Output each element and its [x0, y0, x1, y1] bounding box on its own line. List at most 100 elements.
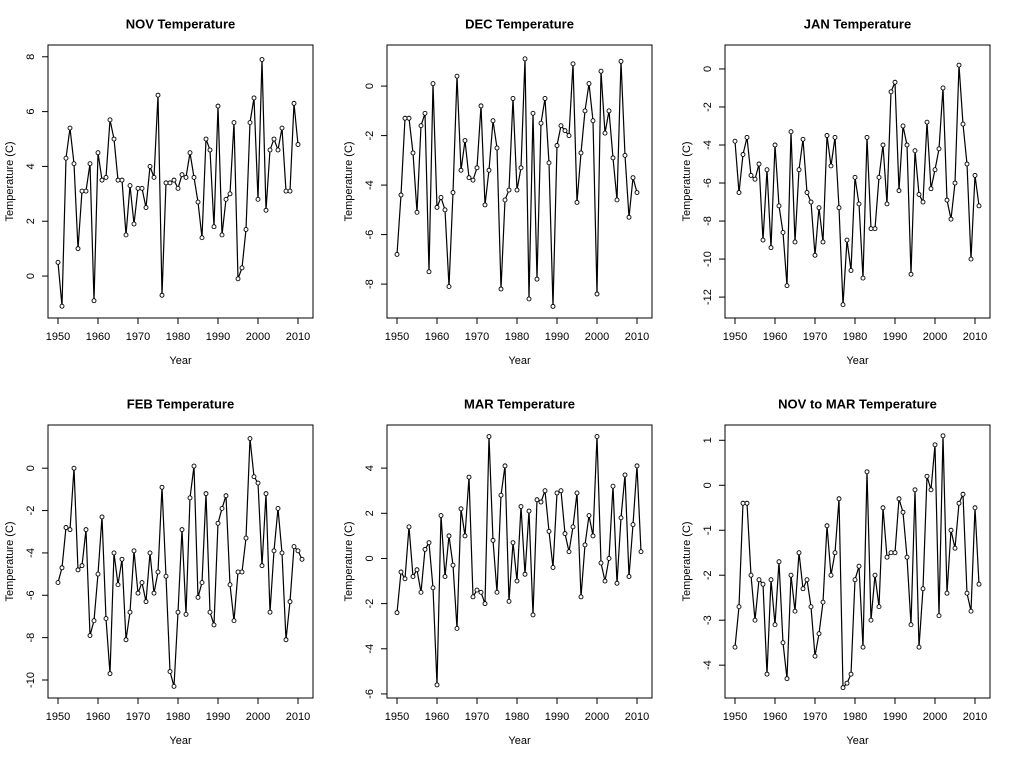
data-point	[466, 474, 472, 480]
data-point	[430, 81, 436, 87]
data-point	[908, 271, 914, 277]
data-point	[554, 490, 560, 496]
data-point	[394, 610, 400, 616]
data-point	[972, 172, 978, 178]
data-point	[115, 177, 121, 183]
data-point	[187, 495, 193, 501]
data-point	[876, 604, 882, 610]
data-point	[255, 480, 261, 486]
data-point	[243, 535, 249, 541]
data-point	[904, 142, 910, 148]
data-point	[514, 187, 520, 193]
data-point	[127, 609, 133, 615]
x-tick-label: 1990	[206, 331, 230, 343]
data-point	[606, 556, 612, 561]
data-point	[892, 79, 898, 85]
data-point	[594, 434, 600, 439]
data-point	[506, 187, 512, 193]
data-point	[155, 569, 161, 575]
panel: FEB Temperature Year Temperature (C) 1950 19…	[4, 396, 314, 747]
data-point	[606, 108, 612, 114]
data-point	[784, 283, 790, 289]
data-point	[618, 515, 624, 521]
data-point	[283, 637, 289, 643]
x-tick-label: 1960	[763, 711, 787, 723]
data-point	[824, 133, 830, 138]
data-point	[840, 685, 846, 691]
data-point	[267, 609, 273, 615]
data-point	[279, 550, 285, 556]
data-point	[928, 487, 934, 493]
data-point	[179, 527, 185, 533]
data-point	[538, 120, 544, 126]
data-point	[744, 500, 750, 506]
data-point	[207, 609, 213, 615]
panel: JAN Temperature Year Temperature (C) 1950 19…	[681, 16, 991, 367]
data-point	[804, 190, 810, 195]
data-point	[119, 177, 125, 183]
data-point	[924, 473, 930, 479]
data-point	[522, 56, 528, 62]
y-tick-label: 1	[702, 437, 714, 443]
data-point	[434, 682, 440, 688]
data-point	[816, 631, 822, 637]
data-point	[562, 531, 568, 537]
data-point	[780, 229, 786, 235]
y-tick-label: -1	[702, 525, 714, 535]
data-point	[956, 62, 962, 68]
data-point	[860, 644, 866, 650]
data-point	[139, 185, 145, 191]
data-point	[518, 504, 524, 509]
data-point	[736, 190, 742, 195]
chart-title: DEC Temperature	[465, 16, 574, 31]
y-axis-label: Temperature (C)	[343, 521, 355, 601]
data-point	[259, 57, 265, 62]
data-point	[936, 146, 942, 152]
plot-box	[47, 44, 314, 319]
data-point	[824, 523, 830, 529]
data-point	[530, 612, 536, 618]
y-axis-label: Temperature (C)	[681, 141, 693, 221]
x-axis-label: Year	[169, 355, 192, 367]
data-point	[800, 136, 806, 142]
chart-title: FEB Temperature	[127, 396, 234, 411]
data-point	[219, 232, 225, 238]
data-point	[562, 128, 568, 134]
data-point	[458, 167, 464, 173]
data-point	[836, 496, 842, 502]
x-tick-label: 2010	[963, 331, 987, 343]
data-point	[888, 89, 894, 95]
data-point	[626, 214, 632, 220]
data-point	[852, 174, 858, 180]
data-point	[960, 491, 966, 497]
data-point	[394, 251, 400, 257]
data-point	[868, 226, 874, 232]
y-tick-label: -2	[702, 570, 714, 580]
data-point	[434, 204, 440, 210]
x-tick-label: 1950	[723, 711, 747, 723]
data-line	[57, 438, 303, 687]
data-point	[534, 276, 540, 282]
data-point	[426, 540, 432, 546]
plot-box	[724, 424, 991, 699]
data-point	[736, 604, 742, 610]
data-point	[768, 577, 774, 583]
y-tick-label: 4	[25, 163, 37, 169]
data-line	[734, 435, 980, 690]
data-point	[526, 508, 532, 514]
chart-title: MAR Temperature	[464, 396, 575, 411]
data-point	[275, 505, 281, 511]
x-tick-label: 2000	[246, 711, 270, 723]
x-axis-label: Year	[508, 735, 531, 747]
chart-title: JAN Temperature	[804, 16, 911, 31]
data-point	[602, 130, 608, 136]
data-point	[95, 150, 101, 156]
x-tick-label: 1970	[465, 331, 489, 343]
data-point	[784, 676, 790, 682]
y-tick-label: -8	[702, 216, 714, 226]
data-point	[442, 207, 448, 213]
data-point	[183, 174, 189, 180]
data-point	[558, 488, 564, 494]
y-tick-label: -4	[364, 644, 376, 654]
x-tick-label: 1990	[883, 331, 907, 343]
